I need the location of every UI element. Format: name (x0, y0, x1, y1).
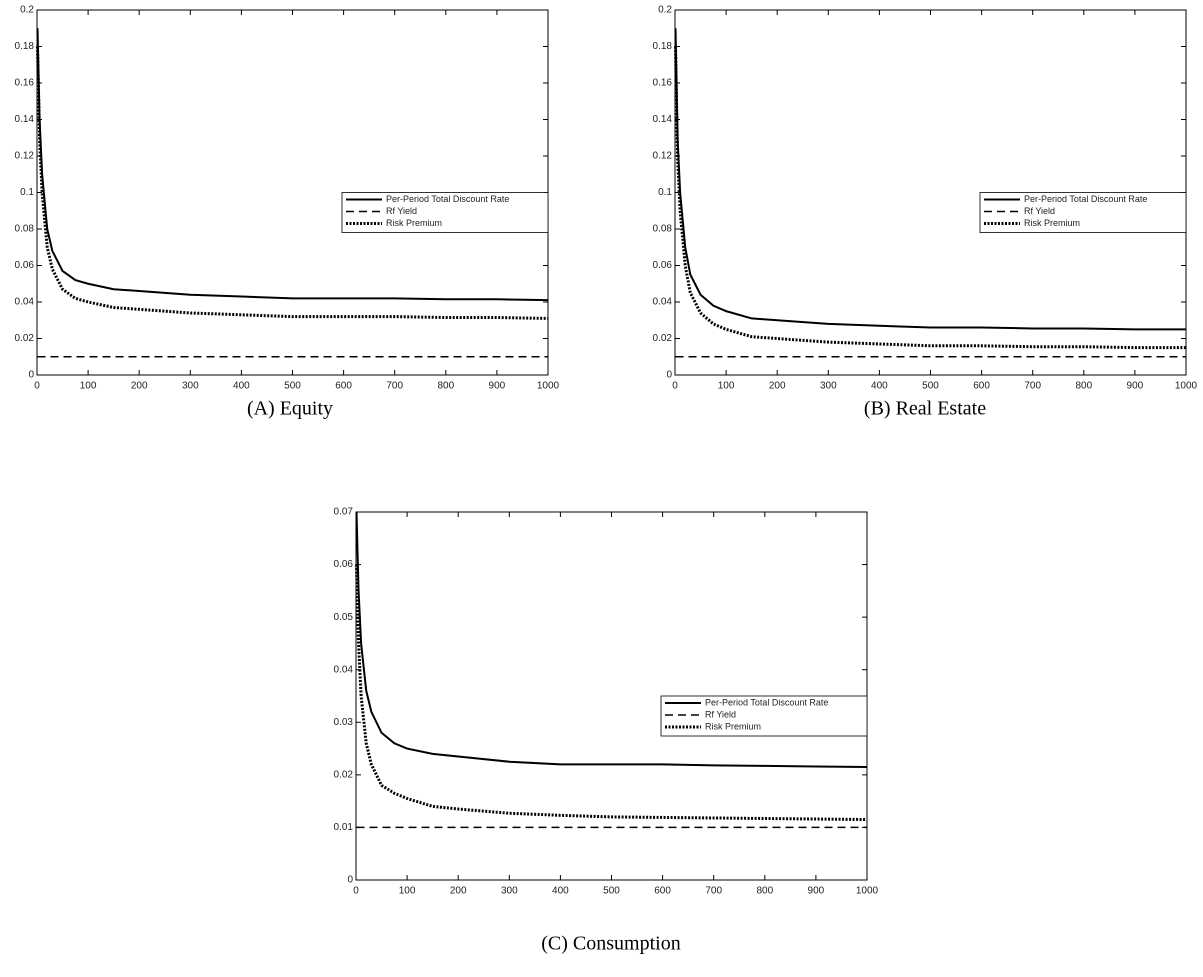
data-line (355, 511, 868, 768)
legend-label: Per-Period Total Discount Rate (705, 697, 828, 707)
legend-label: Per-Period Total Discount Rate (386, 194, 509, 204)
y-tick-label: 0.2 (20, 5, 34, 16)
y-tick-label: 0.08 (15, 224, 35, 235)
y-tick-label: 0.16 (653, 78, 673, 89)
x-tick-label: 800 (1075, 381, 1092, 392)
legend-label: Rf Yield (1024, 206, 1055, 216)
x-tick-label: 500 (284, 381, 301, 392)
x-tick-label: 900 (1127, 381, 1144, 392)
y-tick-label: 0.18 (15, 41, 35, 52)
x-tick-label: 300 (501, 886, 518, 897)
legend-label: Risk Premium (1024, 218, 1080, 228)
x-tick-label: 200 (769, 381, 786, 392)
x-tick-label: 600 (335, 381, 352, 392)
x-tick-label: 200 (450, 886, 467, 897)
y-tick-label: 0.05 (334, 612, 354, 623)
x-tick-label: 200 (131, 381, 148, 392)
data-line (355, 564, 868, 822)
x-tick-label: 600 (973, 381, 990, 392)
x-tick-label: 500 (603, 886, 620, 897)
x-tick-label: 800 (437, 381, 454, 392)
y-tick-label: 0.12 (653, 151, 673, 162)
y-tick-label: 0.06 (653, 260, 673, 271)
y-tick-label: 0.2 (658, 5, 672, 16)
data-line (674, 46, 1186, 350)
y-tick-label: 0 (28, 370, 34, 381)
x-tick-label: 400 (552, 886, 569, 897)
caption: (B) Real Estate (864, 398, 986, 420)
y-tick-label: 0.02 (334, 769, 354, 780)
legend-label: Per-Period Total Discount Rate (1024, 194, 1147, 204)
y-tick-label: 0.1 (20, 187, 34, 198)
y-tick-label: 0.03 (334, 717, 354, 728)
x-tick-label: 0 (34, 381, 40, 392)
caption: (C) Consumption (541, 933, 680, 955)
x-tick-label: 300 (820, 381, 837, 392)
y-tick-label: 0.04 (653, 297, 673, 308)
data-line (36, 46, 549, 320)
x-tick-label: 1000 (856, 886, 879, 897)
x-tick-label: 400 (871, 381, 888, 392)
caption: (A) Equity (247, 398, 333, 420)
x-tick-label: 700 (705, 886, 722, 897)
y-tick-label: 0.14 (15, 114, 35, 125)
x-tick-label: 100 (718, 381, 735, 392)
x-tick-label: 300 (182, 381, 199, 392)
x-tick-label: 700 (386, 381, 403, 392)
x-tick-label: 800 (756, 886, 773, 897)
y-tick-label: 0.01 (334, 822, 354, 833)
x-tick-label: 600 (654, 886, 671, 897)
y-tick-label: 0.02 (653, 333, 673, 344)
x-tick-label: 100 (80, 381, 97, 392)
data-line (674, 28, 1186, 331)
x-tick-label: 700 (1024, 381, 1041, 392)
legend-label: Rf Yield (386, 206, 417, 216)
y-tick-label: 0.1 (658, 187, 672, 198)
y-tick-label: 0.16 (15, 78, 35, 89)
legend-label: Risk Premium (386, 218, 442, 228)
y-tick-label: 0.14 (653, 114, 673, 125)
y-tick-label: 0.18 (653, 41, 673, 52)
x-tick-label: 1000 (537, 381, 560, 392)
y-tick-label: 0.07 (334, 507, 354, 518)
y-tick-label: 0.08 (653, 224, 673, 235)
data-line (36, 28, 549, 302)
y-tick-label: 0.12 (15, 151, 35, 162)
x-tick-label: 900 (808, 886, 825, 897)
x-tick-label: 0 (672, 381, 678, 392)
y-tick-label: 0.04 (15, 297, 35, 308)
legend-label: Rf Yield (705, 709, 736, 719)
y-tick-label: 0.04 (334, 664, 354, 675)
x-tick-label: 1000 (1175, 381, 1198, 392)
x-tick-label: 400 (233, 381, 250, 392)
x-tick-label: 500 (922, 381, 939, 392)
y-tick-label: 0 (666, 370, 672, 381)
x-tick-label: 100 (399, 886, 416, 897)
x-tick-label: 900 (489, 381, 506, 392)
y-tick-label: 0.06 (334, 559, 354, 570)
x-tick-label: 0 (353, 886, 359, 897)
y-tick-label: 0 (347, 875, 353, 886)
y-tick-label: 0.06 (15, 260, 35, 271)
legend-label: Risk Premium (705, 721, 761, 731)
y-tick-label: 0.02 (15, 333, 35, 344)
